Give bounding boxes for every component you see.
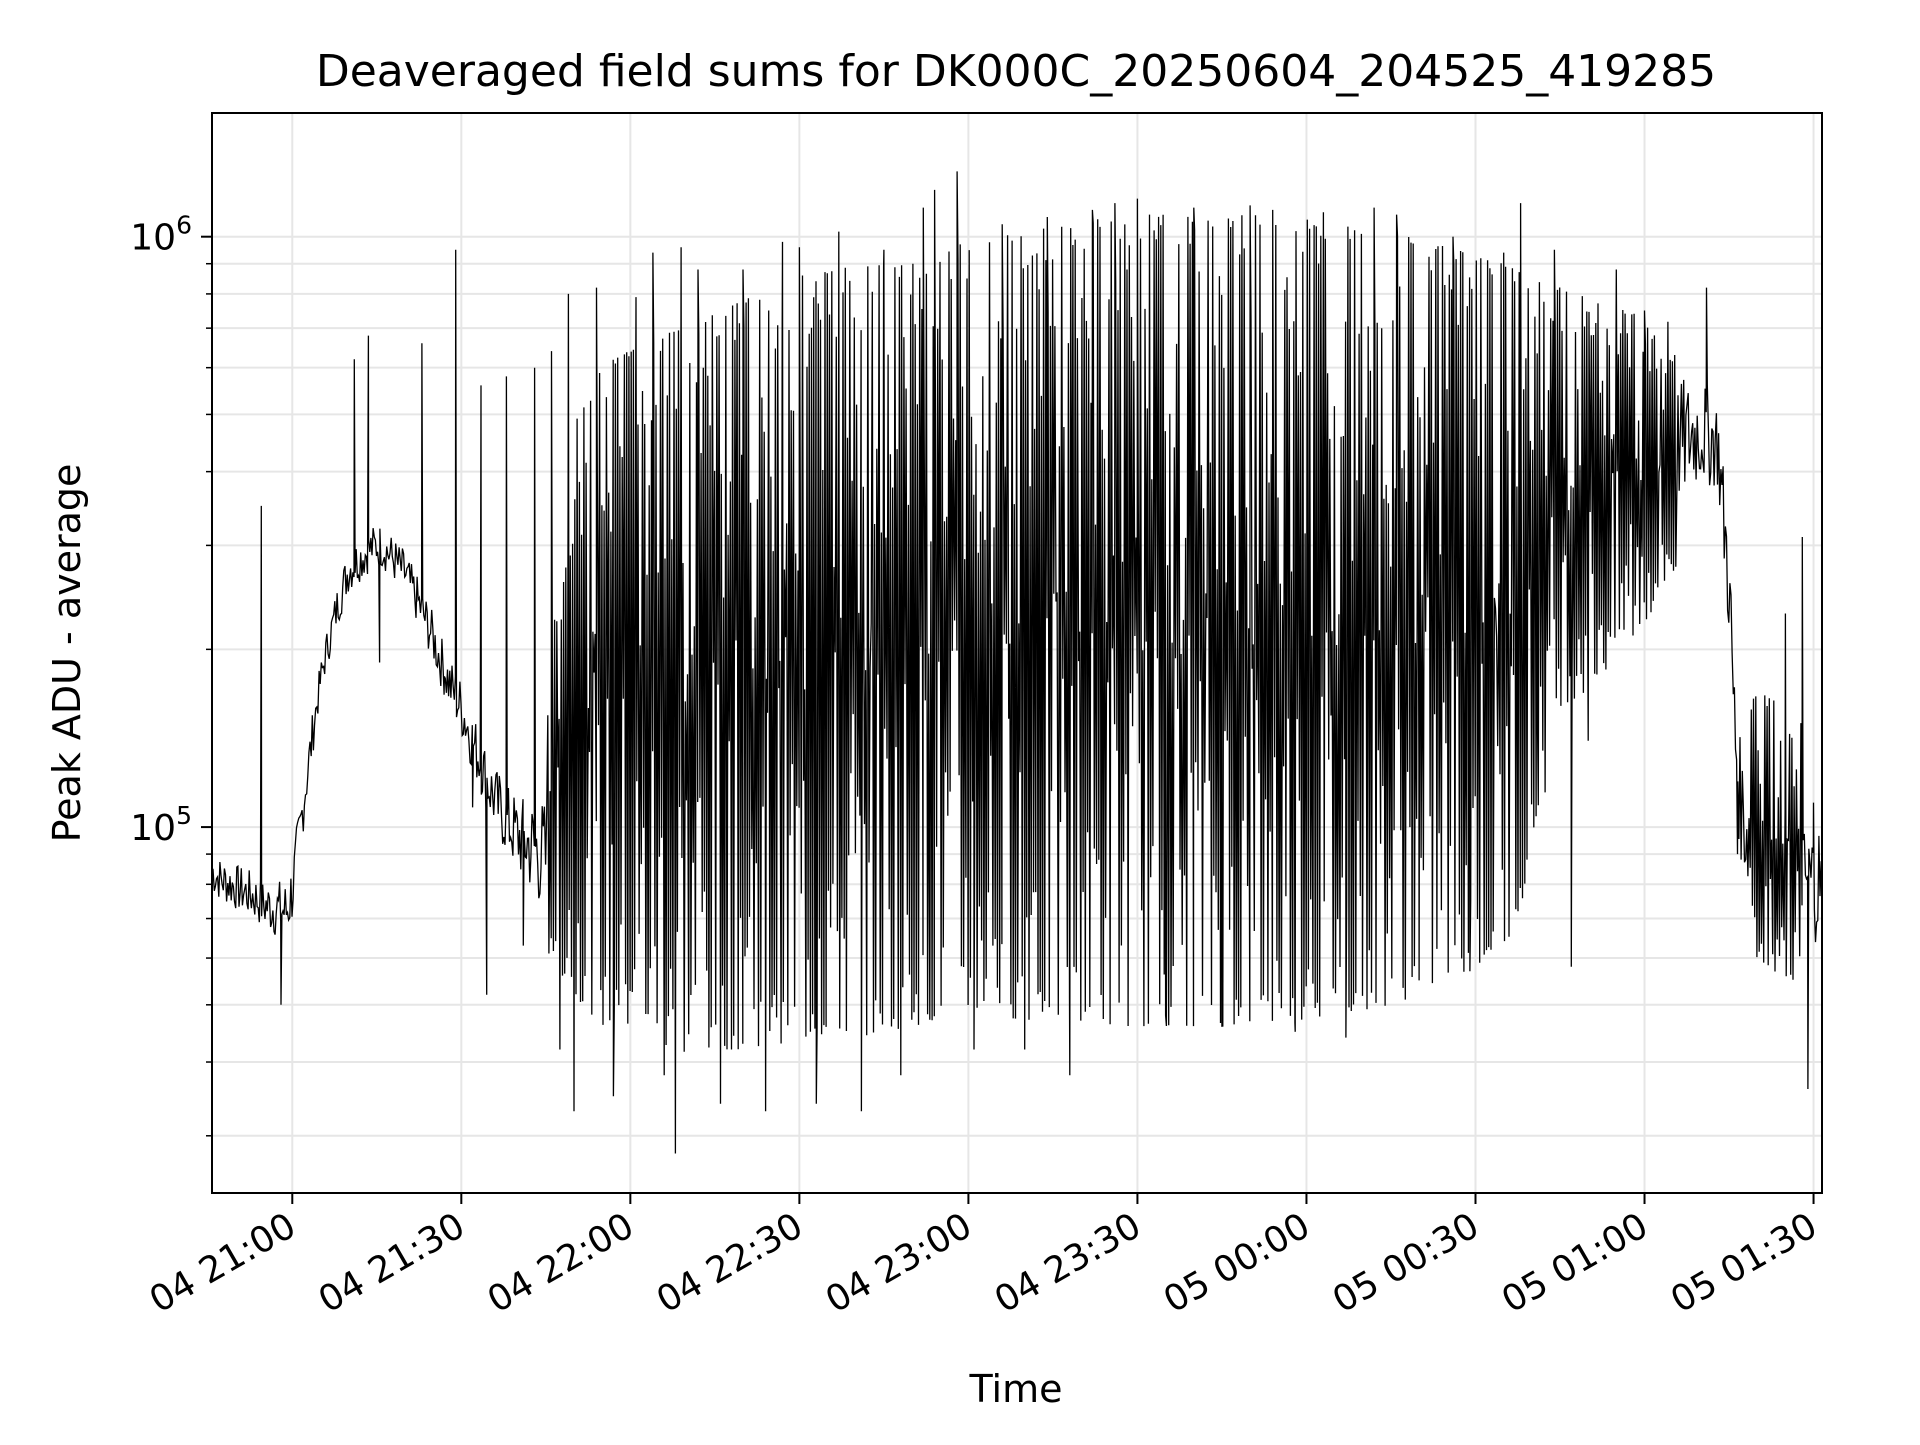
y-tick-label: 106 <box>130 211 192 259</box>
plot-frame <box>211 112 1823 1194</box>
x-axis-label: Time <box>969 1367 1063 1411</box>
y-axis: 105 106 <box>130 211 212 1137</box>
data-series <box>211 171 1822 1154</box>
y-tick-label: 105 <box>130 801 192 849</box>
chart-title: Deaveraged field sums for DK000C_2025060… <box>316 46 1716 97</box>
y-axis-label: Peak ADU - average <box>45 464 89 843</box>
series-line <box>211 171 1822 1154</box>
